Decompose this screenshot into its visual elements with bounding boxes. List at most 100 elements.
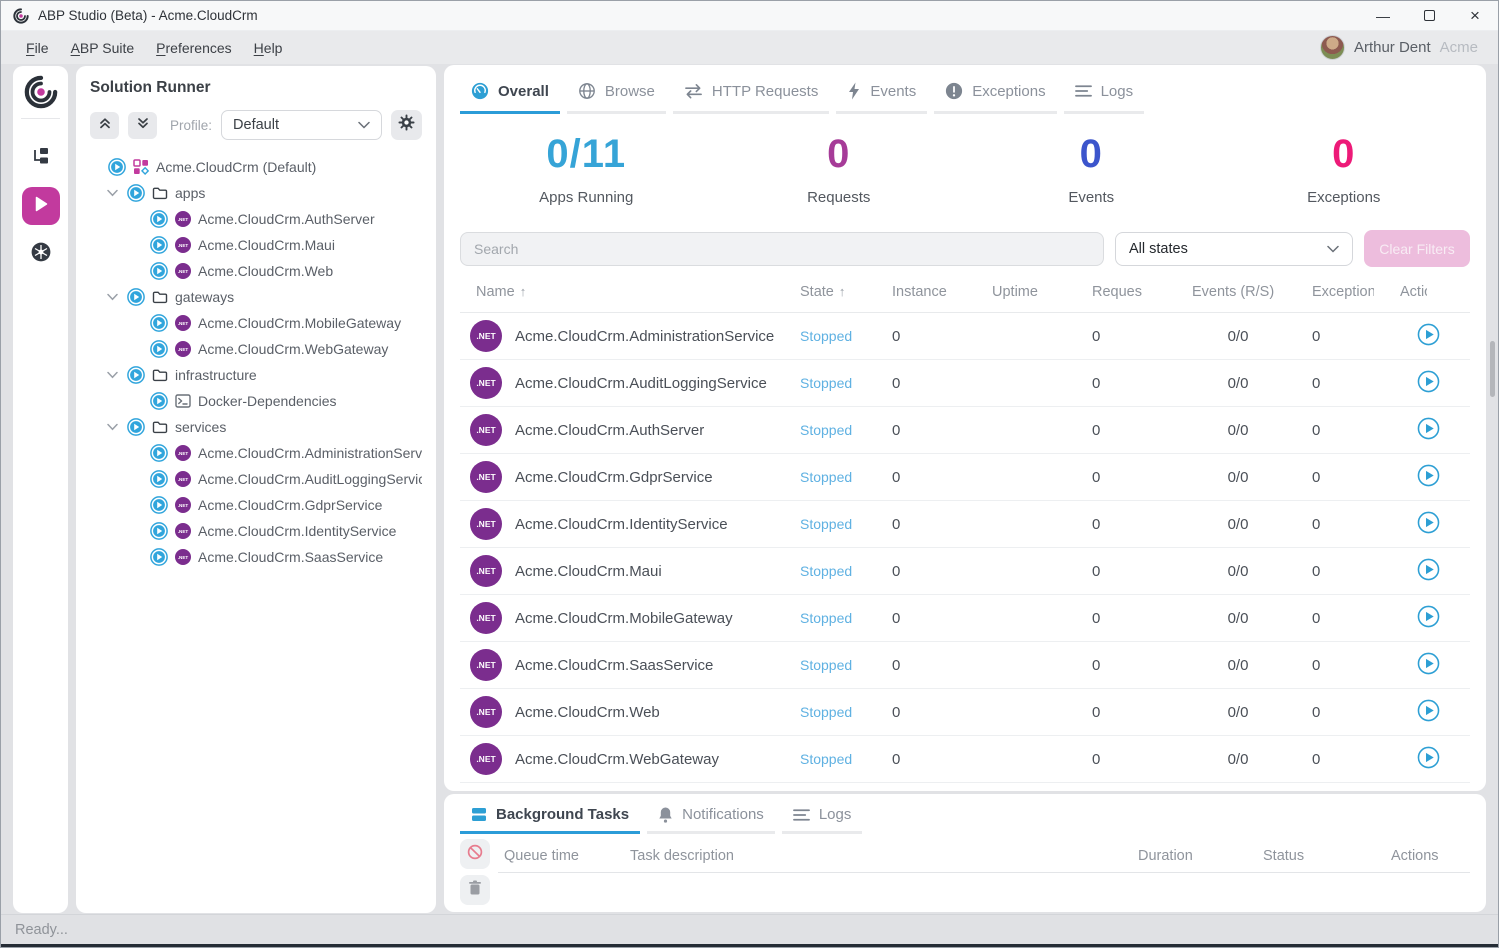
run-icon[interactable] [150, 392, 168, 410]
tab-bottom-logs[interactable]: Logs [781, 804, 863, 834]
table-row[interactable]: .NET Acme.CloudCrm.GdprService Stopped 0 0 0/… [460, 454, 1470, 501]
column-header-events[interactable]: Events (R/S) [1192, 283, 1275, 300]
table-row[interactable]: .NET Acme.CloudCrm.AuthServer Stopped 0 0 0/0… [460, 407, 1470, 454]
column-header-status[interactable]: Status [1263, 847, 1305, 864]
tab-overall[interactable]: Overall [460, 80, 560, 114]
profile-select[interactable]: Default [221, 110, 382, 140]
run-icon[interactable] [108, 158, 126, 176]
abp-logo-icon[interactable] [22, 73, 60, 111]
table-row[interactable]: .NET Acme.CloudCrm.AuditLoggingService Sto… [460, 360, 1470, 407]
menu-abp-suite[interactable]: ABP Suite [70, 39, 135, 56]
run-icon[interactable] [127, 184, 145, 202]
user-area[interactable]: Arthur Dent Acme [1319, 35, 1484, 60]
run-icon[interactable] [150, 496, 168, 514]
tree-item[interactable]: .NET Acme.CloudCrm.WebGateway [90, 336, 422, 362]
run-icon[interactable] [127, 418, 145, 436]
table-row[interactable]: .NET Acme.CloudCrm.WebGateway Stopped 0 0 0/0… [460, 736, 1470, 783]
run-icon[interactable] [150, 210, 168, 228]
tree-item[interactable]: .NET Acme.CloudCrm.AdministrationService [90, 440, 422, 466]
start-app-button[interactable] [1417, 558, 1440, 585]
table-row[interactable]: .NET Acme.CloudCrm.Maui Stopped 0 0 0/0 0 [460, 548, 1470, 595]
tree-item[interactable]: .NET Acme.CloudCrm.Web [90, 258, 422, 284]
run-icon[interactable] [150, 444, 168, 462]
avatar[interactable] [1319, 35, 1345, 60]
chevron-down-icon[interactable] [104, 423, 120, 431]
minimize-button[interactable]: — [1376, 7, 1390, 24]
search-input[interactable] [460, 231, 1104, 266]
menu-preferences[interactable]: Preferences [156, 39, 232, 56]
tab-notifications[interactable]: Notifications [647, 804, 775, 834]
run-icon[interactable] [150, 262, 168, 280]
tree-item[interactable]: services [90, 414, 422, 440]
close-button[interactable]: × [1470, 6, 1480, 25]
tree-item[interactable]: apps [90, 180, 422, 206]
tree-item[interactable]: infrastructure [90, 362, 422, 388]
collapse-all-button[interactable] [90, 111, 119, 139]
column-header-requests[interactable]: Requests [1092, 283, 1142, 300]
tree-item[interactable]: Docker-Dependencies [90, 388, 422, 414]
run-icon[interactable] [150, 314, 168, 332]
tree-item[interactable]: .NET Acme.CloudCrm.AuthServer [90, 206, 422, 232]
table-row[interactable]: .NET Acme.CloudCrm.SaasService Stopped 0 0 0/… [460, 642, 1470, 689]
tab-events[interactable]: Events [836, 80, 928, 114]
cancel-tasks-button[interactable] [460, 839, 490, 869]
clear-tasks-button[interactable] [460, 875, 490, 905]
column-header-duration[interactable]: Duration [1138, 847, 1193, 864]
tree-item[interactable]: .NET Acme.CloudCrm.Maui [90, 232, 422, 258]
tree-item[interactable]: .NET Acme.CloudCrm.GdprService [90, 492, 422, 518]
start-app-button[interactable] [1417, 699, 1440, 726]
column-header-uptime[interactable]: Uptime [992, 283, 1038, 300]
solution-explorer-button[interactable] [22, 139, 60, 177]
run-icon[interactable] [127, 366, 145, 384]
maximize-button[interactable] [1406, 1, 1452, 30]
run-icon[interactable] [150, 236, 168, 254]
column-header-instance[interactable]: Instance [892, 283, 947, 300]
column-header-queue-time[interactable]: Queue time [504, 847, 579, 864]
tree-item[interactable]: .NET Acme.CloudCrm.AuditLoggingService [90, 466, 422, 492]
tab-logs[interactable]: Logs [1063, 80, 1145, 114]
column-header-name[interactable]: Name ↑ [476, 283, 527, 300]
tab-browse[interactable]: Browse [566, 80, 666, 114]
column-header-task-description[interactable]: Task description [630, 847, 734, 864]
start-app-button[interactable] [1417, 652, 1440, 679]
start-app-button[interactable] [1417, 605, 1440, 632]
tab-background-tasks[interactable]: Background Tasks [460, 804, 641, 834]
chevron-down-icon[interactable] [104, 293, 120, 301]
menu-file[interactable]: File [26, 39, 49, 56]
column-header-state[interactable]: State ↑ [800, 283, 846, 300]
run-icon[interactable] [127, 288, 145, 306]
tab-exceptions[interactable]: Exceptions [934, 80, 1057, 114]
tree-item[interactable]: Acme.CloudCrm (Default) [90, 154, 422, 180]
tree-item[interactable]: .NET Acme.CloudCrm.SaasService [90, 544, 422, 570]
start-app-button[interactable] [1417, 464, 1440, 491]
column-header-exceptions[interactable]: Exceptions [1312, 283, 1374, 300]
clear-filters-button[interactable]: Clear Filters [1364, 230, 1470, 267]
start-app-button[interactable] [1417, 746, 1440, 773]
chevron-down-icon[interactable] [104, 189, 120, 197]
scrollbar-thumb[interactable] [1490, 341, 1495, 397]
menu-help[interactable]: Help [253, 39, 283, 56]
state-filter-select[interactable]: All states [1115, 231, 1353, 266]
tree-item[interactable]: .NET Acme.CloudCrm.IdentityService [90, 518, 422, 544]
tree-item[interactable]: .NET Acme.CloudCrm.MobileGateway [90, 310, 422, 336]
run-icon[interactable] [150, 470, 168, 488]
runner-settings-button[interactable] [391, 110, 422, 140]
table-row[interactable]: .NET Acme.CloudCrm.AdministrationService S… [460, 313, 1470, 360]
column-header-actions[interactable]: Actions [1400, 283, 1427, 300]
start-app-button[interactable] [1417, 370, 1440, 397]
table-row[interactable]: .NET Acme.CloudCrm.MobileGateway Stopped 0 0… [460, 595, 1470, 642]
solution-runner-button[interactable] [21, 187, 60, 225]
run-icon[interactable] [150, 548, 168, 566]
column-header-task-actions[interactable]: Actions [1391, 847, 1439, 864]
table-row[interactable]: .NET Acme.CloudCrm.IdentityService Stopped… [460, 501, 1470, 548]
kubernetes-button[interactable] [22, 235, 60, 273]
start-app-button[interactable] [1417, 323, 1440, 350]
tree-item[interactable]: gateways [90, 284, 422, 310]
run-icon[interactable] [150, 340, 168, 358]
expand-all-button[interactable] [128, 111, 157, 139]
start-app-button[interactable] [1417, 511, 1440, 538]
tab-http-requests[interactable]: HTTP Requests [672, 80, 830, 114]
run-icon[interactable] [150, 522, 168, 540]
start-app-button[interactable] [1417, 417, 1440, 444]
chevron-down-icon[interactable] [104, 371, 120, 379]
